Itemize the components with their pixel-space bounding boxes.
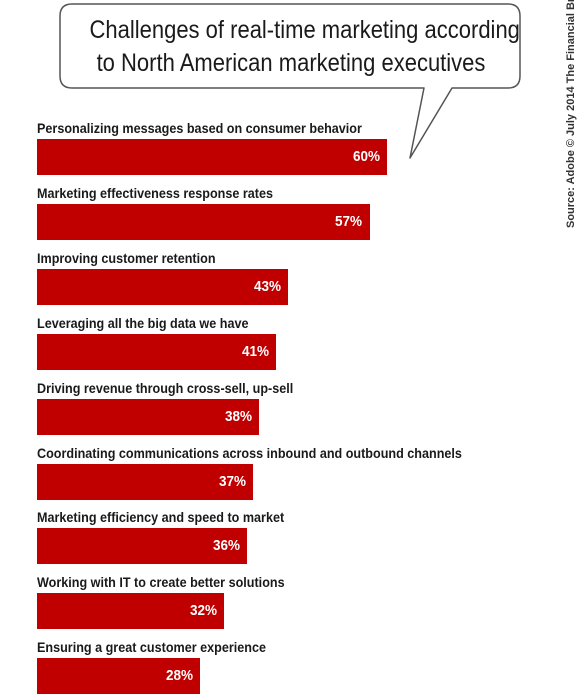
bar-value-label: 41% <box>242 342 270 360</box>
category-label: Marketing effectiveness response rates <box>37 184 274 201</box>
bar-value-label: 36% <box>212 537 240 555</box>
category-label: Leveraging all the big data we have <box>37 314 249 331</box>
bar: 43% <box>37 268 288 305</box>
speech-bubble-outline <box>59 3 521 159</box>
bar: 60% <box>37 139 387 175</box>
bar-value-label: 38% <box>224 407 252 425</box>
bar: 41% <box>37 333 277 370</box>
bar-value-label: 32% <box>189 602 217 620</box>
category-label: Personalizing messages based on consumer… <box>37 120 362 136</box>
category-label: Working with IT to create better solutio… <box>37 574 285 591</box>
chart-title-line-2: to North American marketing executives <box>96 49 486 77</box>
category-label: Driving revenue through cross-sell, up-s… <box>37 379 294 396</box>
title-speech-bubble <box>59 3 521 159</box>
bar-value-label: 37% <box>218 472 246 490</box>
bar-value-label: 57% <box>335 212 363 230</box>
bar: 57% <box>37 203 370 240</box>
source-text: Source: Adobe © July 2014 The Financial … <box>565 0 577 228</box>
category-label: Ensuring a great customer experience <box>37 639 266 656</box>
category-label: Improving customer retention <box>37 249 216 266</box>
bar-value-label: 60% <box>352 148 380 165</box>
bar-value-label: 28% <box>166 667 194 685</box>
bar: 32% <box>37 593 224 630</box>
bar-value-label: 43% <box>253 277 281 295</box>
category-label: Marketing efficiency and speed to market <box>37 509 285 526</box>
bar: 28% <box>37 658 201 695</box>
category-label: Coordinating communications across inbou… <box>37 444 462 461</box>
chart-title-line-1: Challenges of real-time marketing accord… <box>89 16 520 44</box>
bar: 36% <box>37 528 247 565</box>
bar: 38% <box>37 398 259 435</box>
chart-title: Challenges of real-time marketing accord… <box>89 14 520 80</box>
bar: 37% <box>37 463 253 500</box>
